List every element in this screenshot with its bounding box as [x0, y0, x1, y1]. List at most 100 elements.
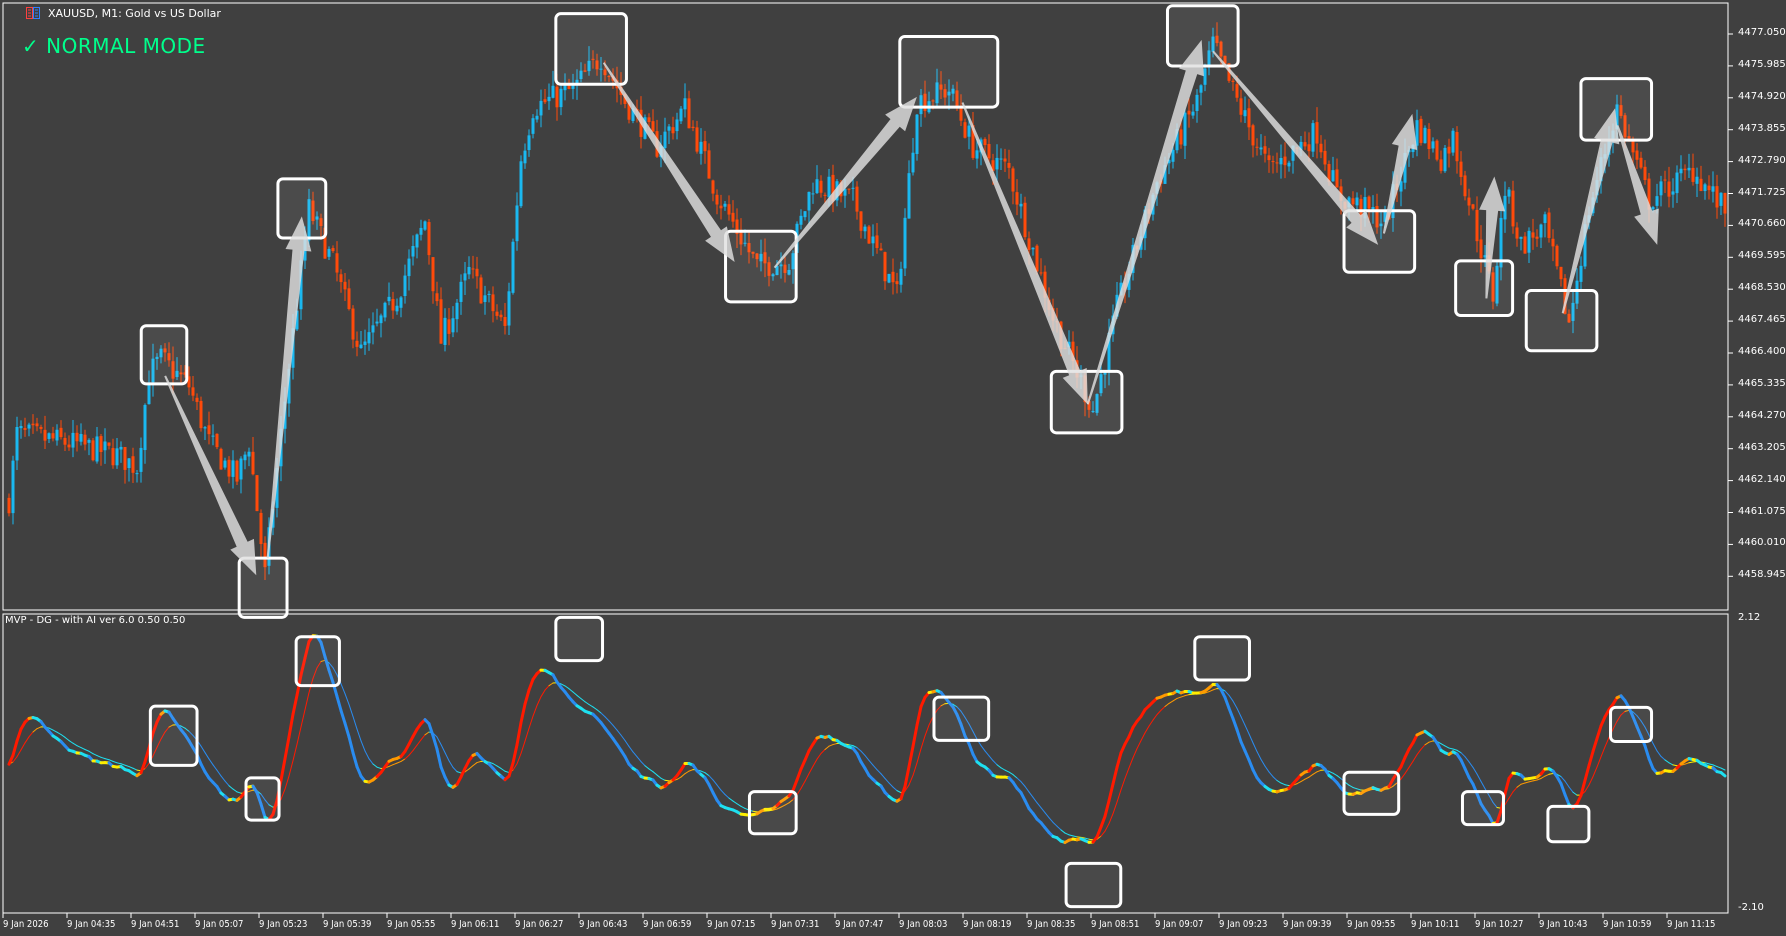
bull-candle: [995, 157, 999, 170]
bear-candle: [819, 180, 823, 193]
bear-candle: [1087, 401, 1091, 410]
signal-line-segment: [1448, 747, 1454, 750]
bear-candle: [503, 317, 507, 326]
bull-candle: [843, 188, 847, 196]
oscillator-line-segment: [1575, 793, 1583, 806]
bull-candle: [827, 176, 831, 198]
signal-line-segment: [1392, 782, 1398, 787]
oscillator-line-segment: [791, 778, 799, 792]
signal-line-segment: [476, 760, 482, 764]
oscillator-line-segment: [1495, 809, 1503, 825]
bull-candle: [87, 439, 91, 443]
signal-line-segment: [1512, 786, 1518, 793]
bear-candle: [447, 319, 451, 334]
time-tick-label: 9 Jan 08:03: [899, 919, 948, 930]
trend-arrow: [1479, 176, 1506, 299]
oscillator-line-segment: [1719, 771, 1727, 778]
signal-line-segment: [1544, 773, 1550, 777]
bull-candle: [155, 356, 159, 360]
signal-line-segment: [1652, 742, 1658, 752]
signal-line-segment: [472, 762, 478, 767]
oscillator-line-segment: [299, 656, 307, 677]
signal-line-segment: [908, 774, 914, 786]
signal-line-segment: [656, 774, 662, 779]
signal-line-segment: [980, 745, 986, 752]
signal-line-segment: [1040, 807, 1046, 814]
signal-line-segment: [1056, 825, 1062, 831]
price-tick-label: 4473.855: [1738, 122, 1786, 134]
signal-line-segment: [288, 760, 294, 777]
bull-candle: [787, 269, 791, 275]
signal-line-segment: [516, 753, 522, 765]
bull-candle: [863, 226, 867, 232]
bull-candle: [935, 82, 939, 104]
signal-line-segment: [920, 735, 926, 750]
signal-line-segment: [1084, 837, 1090, 840]
bear-candle: [1307, 144, 1311, 152]
bear-candle: [703, 141, 707, 152]
bear-candle: [1627, 136, 1631, 139]
time-tick-label: 9 Jan 10:59: [1603, 919, 1652, 930]
oscillator-line-segment: [431, 734, 439, 751]
bear-candle: [311, 200, 315, 222]
signal-line-segment: [820, 748, 826, 755]
signal-line-segment: [72, 742, 78, 747]
bear-candle: [831, 174, 835, 202]
bull-candle: [1067, 341, 1071, 348]
bear-candle: [207, 425, 211, 435]
signal-line-segment: [28, 731, 34, 738]
signal-box: [898, 34, 1000, 109]
trend-arrow: [164, 375, 257, 576]
price-tick-label: 4465.335: [1738, 377, 1786, 389]
signal-line-segment: [232, 788, 238, 793]
signal-line-segment: [816, 753, 822, 760]
signal-line-segment: [1492, 801, 1498, 808]
signal-line-segment: [1052, 821, 1058, 827]
bear-candle: [1667, 181, 1671, 197]
signal-line-segment: [1180, 695, 1186, 698]
signal-line-segment: [316, 661, 322, 669]
signal-line-segment: [612, 724, 618, 731]
signal-line-segment: [1164, 702, 1170, 707]
signal-line-segment: [436, 736, 442, 745]
bear-candle: [627, 102, 631, 120]
signal-line-segment: [340, 683, 346, 695]
signal-line-segment: [636, 756, 642, 763]
oscillator-line-segment: [1591, 737, 1599, 753]
bull-candle: [159, 348, 163, 358]
bull-candle: [387, 296, 391, 302]
signal-line-segment: [1516, 783, 1522, 788]
bull-candle: [1107, 332, 1111, 371]
signal-line-segment: [684, 770, 690, 775]
bear-candle: [195, 397, 199, 402]
signal-line-segment: [532, 705, 538, 717]
time-tick-label: 9 Jan 09:23: [1219, 919, 1268, 930]
bull-candle: [327, 248, 331, 257]
bear-candle: [715, 194, 719, 205]
signal-line-segment: [640, 761, 646, 767]
bear-candle: [859, 211, 863, 231]
signal-line-segment: [1116, 789, 1122, 803]
indicator-label: MVP - DG - with AI ver 6.0 0.50 0.50: [5, 615, 186, 626]
price-tick-label: 4463.205: [1738, 441, 1786, 453]
bear-candle: [1559, 266, 1563, 280]
oscillator-line-segment: [343, 721, 351, 739]
signal-line-segment: [1088, 838, 1094, 841]
bull-candle: [531, 118, 535, 134]
oscillator-line-segment: [915, 705, 923, 727]
bear-candle: [391, 298, 395, 311]
chart-list-icon[interactable]: [26, 7, 40, 19]
bear-candle: [895, 281, 899, 285]
oscillator-line-segment: [907, 744, 915, 769]
signal-line-segment: [1304, 776, 1310, 780]
signal-line-segment: [1316, 769, 1322, 773]
trend-arrow: [1382, 113, 1418, 234]
signal-line-segment: [1568, 786, 1574, 793]
indicator-scale-max: 2.12: [1738, 612, 1761, 623]
signal-line-segment: [124, 764, 130, 768]
bull-candle: [743, 242, 747, 244]
bull-candle: [951, 88, 955, 94]
signal-line-segment: [644, 765, 650, 770]
bull-candle: [151, 358, 155, 383]
